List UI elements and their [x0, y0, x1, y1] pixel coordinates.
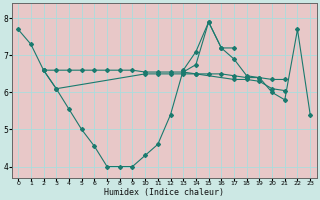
X-axis label: Humidex (Indice chaleur): Humidex (Indice chaleur)	[104, 188, 224, 197]
